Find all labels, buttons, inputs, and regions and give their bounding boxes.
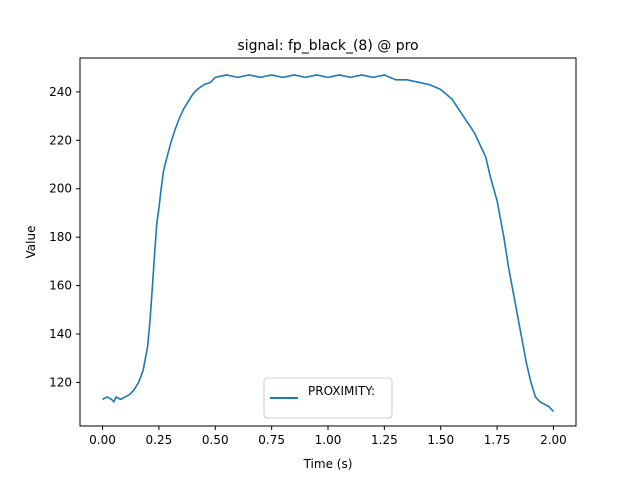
legend-frame xyxy=(263,377,393,419)
x-axis: 0.00 0.25 0.50 0.75 1.00 1.25 1.50 1.75 2.00 xyxy=(89,426,567,447)
legend: PROXIMITY: xyxy=(263,377,393,419)
x-tick-label: 1.25 xyxy=(371,433,398,447)
x-tick-label: 1.00 xyxy=(315,433,342,447)
y-tick-label: 140 xyxy=(49,327,72,341)
x-tick-label: 1.75 xyxy=(484,433,511,447)
y-tick-label: 160 xyxy=(49,279,72,293)
x-tick-label: 2.00 xyxy=(540,433,567,447)
y-tick-label: 200 xyxy=(49,182,72,196)
y-tick-label: 240 xyxy=(49,85,72,99)
x-tick-label: 1.50 xyxy=(427,433,454,447)
x-tick-label: 0.50 xyxy=(202,433,229,447)
y-tick-label: 120 xyxy=(49,375,72,389)
y-axis-label: Value xyxy=(24,226,38,259)
x-tick-label: 0.25 xyxy=(146,433,173,447)
x-tick-label: 0.75 xyxy=(258,433,285,447)
x-axis-label: Time (s) xyxy=(303,457,353,471)
series-line-proximity xyxy=(102,74,555,413)
legend-entry-label: PROXIMITY: xyxy=(308,384,375,398)
y-tick-label: 220 xyxy=(49,133,72,147)
chart-title: signal: fp_black_(8) @ pro xyxy=(237,38,418,54)
y-tick-label: 180 xyxy=(49,230,72,244)
y-axis: 120 140 160 180 200 220 240 xyxy=(49,85,80,389)
x-tick-label: 0.00 xyxy=(89,433,116,447)
